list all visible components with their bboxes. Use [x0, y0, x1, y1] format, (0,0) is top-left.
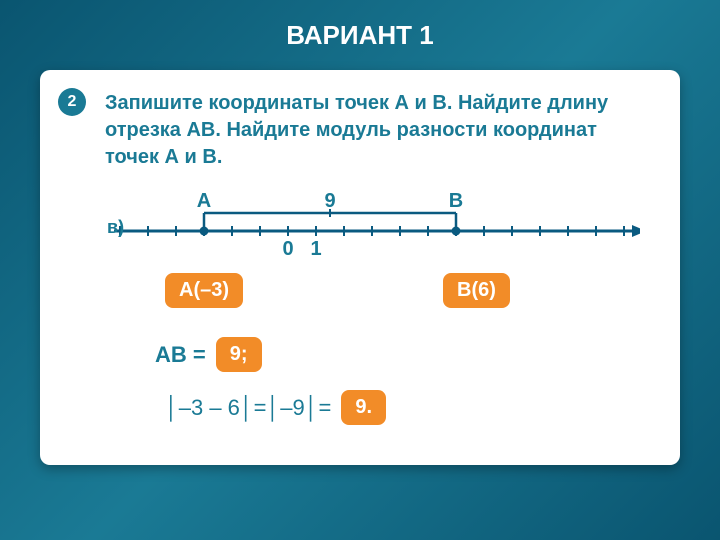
answer-ab-value: 9; — [216, 337, 262, 372]
answer-modulus-value: 9. — [341, 390, 386, 425]
svg-text:9: 9 — [324, 190, 335, 212]
coordinates-row: A(–3) B(6) — [65, 273, 655, 317]
svg-text:0: 0 — [282, 238, 293, 260]
segment-length-row: AB = 9; — [155, 337, 655, 372]
problem-text: Запишите координаты точек А и В. Найдите… — [105, 90, 655, 171]
svg-text:B: B — [449, 190, 463, 212]
numberline-diagram: в) 01 9 A B — [65, 189, 655, 269]
sub-label: в) — [107, 217, 124, 238]
answer-coord-a: A(–3) — [165, 273, 243, 308]
numberline-svg: 01 9 A B — [80, 189, 640, 269]
svg-text:1: 1 — [310, 238, 321, 260]
ab-label: AB = — [155, 342, 206, 368]
answer-coord-b: B(6) — [443, 273, 510, 308]
svg-text:A: A — [197, 190, 211, 212]
problem-number-badge: 2 — [58, 88, 86, 116]
content-card: 2 Запишите координаты точек А и В. Найди… — [40, 70, 680, 465]
modulus-expression: │–3 – 6│=│–9│= — [165, 395, 331, 421]
modulus-row: │–3 – 6│=│–9│= 9. — [165, 390, 655, 425]
page-title: ВАРИАНТ 1 — [286, 20, 433, 51]
header: ВАРИАНТ 1 — [0, 0, 720, 70]
